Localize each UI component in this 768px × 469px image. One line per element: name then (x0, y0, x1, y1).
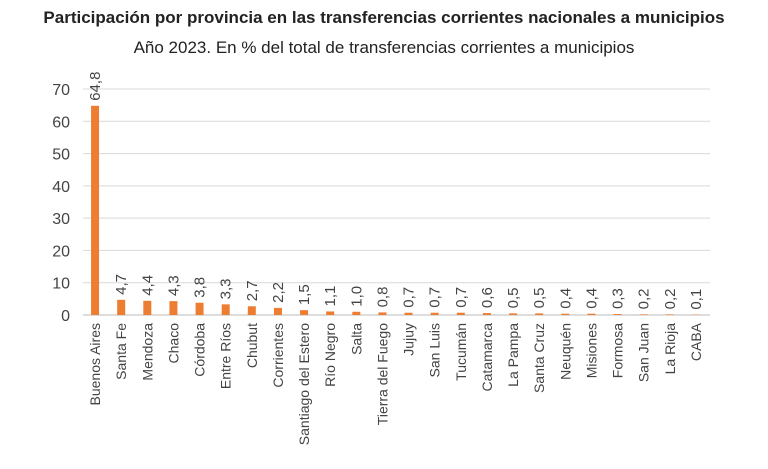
bar (404, 312, 413, 315)
bar (221, 304, 230, 315)
data-label: 1,0 (348, 286, 365, 307)
bar (482, 313, 491, 315)
x-tick-label: Santa Cruz (531, 323, 547, 393)
data-label: 0,6 (479, 287, 496, 308)
bar (430, 312, 439, 315)
bar (143, 300, 152, 315)
x-tick-label: Corrientes (270, 323, 286, 388)
bar (195, 302, 204, 315)
data-label: 0,4 (557, 288, 574, 309)
x-tick-label: Córdoba (192, 323, 208, 377)
x-tick-label: Santiago del Estero (296, 323, 312, 445)
y-tick-label: 60 (52, 114, 70, 131)
x-tick-label: Buenos Aires (87, 323, 103, 406)
x-tick-label: La Rioja (662, 323, 678, 375)
data-label: 4,4 (139, 275, 156, 296)
x-tick-label: Salta (348, 323, 364, 355)
data-label: 1,5 (296, 284, 313, 305)
x-tick-label: Catamarca (479, 323, 495, 392)
data-label: 2,2 (270, 282, 287, 303)
bar (535, 313, 544, 315)
x-tick-label: Tierra del Fuego (374, 323, 390, 425)
x-tick-label: Entre Ríos (218, 323, 234, 389)
data-label: 0,2 (636, 288, 653, 309)
data-label: 0,4 (583, 288, 600, 309)
x-tick-label: Formosa (610, 323, 626, 378)
data-label: 0,5 (505, 288, 522, 309)
bar (509, 313, 518, 315)
bar (378, 312, 387, 315)
bar (352, 311, 361, 315)
data-label: 0,1 (688, 289, 705, 310)
x-tick-label: San Juan (636, 323, 652, 382)
bar (273, 307, 282, 315)
x-tick-label: Santa Fe (113, 323, 129, 380)
x-tick-label: Río Negro (322, 323, 338, 387)
data-label: 0,5 (531, 288, 548, 309)
bar (300, 310, 309, 315)
y-tick-label: 0 (61, 308, 70, 325)
x-tick-label: La Pampa (505, 323, 521, 387)
x-tick-label: Jujuy (401, 323, 417, 356)
x-tick-label: CABA (688, 322, 704, 361)
data-label: 0,8 (374, 287, 391, 308)
data-label: 3,3 (218, 278, 235, 299)
bar (326, 311, 335, 315)
y-tick-label: 40 (52, 179, 70, 196)
bar (91, 105, 100, 315)
data-label: 0,2 (662, 288, 679, 309)
x-tick-label: Chubut (244, 323, 260, 368)
x-tick-label: Neuquén (557, 323, 573, 380)
chart-title: Participación por provincia en las trans… (43, 8, 725, 27)
data-label: 0,7 (427, 287, 444, 308)
x-tick-label: San Luis (427, 323, 443, 377)
x-tick-label: Misiones (583, 323, 599, 378)
x-tick-label: Chaco (165, 323, 181, 364)
y-tick-label: 50 (52, 147, 70, 164)
data-label: 0,7 (453, 287, 470, 308)
bar (613, 314, 622, 315)
chart-subtitle: Año 2023. En % del total de transferenci… (133, 38, 635, 57)
data-label: 4,3 (165, 275, 182, 296)
data-label: 4,7 (113, 274, 130, 295)
x-tick-label: Mendoza (139, 323, 155, 381)
bar (639, 314, 648, 315)
bar (665, 314, 674, 315)
data-label: 0,3 (610, 288, 627, 309)
y-tick-label: 20 (52, 243, 70, 260)
data-label: 2,7 (244, 280, 261, 301)
data-label: 3,8 (192, 277, 209, 298)
data-label: 0,7 (401, 287, 418, 308)
bar (169, 301, 178, 315)
y-tick-label: 10 (52, 276, 70, 293)
bar (587, 313, 596, 315)
data-label: 64,8 (87, 72, 104, 101)
y-tick-label: 70 (52, 82, 70, 99)
x-tick-label: Tucumán (453, 323, 469, 381)
bar (247, 306, 256, 315)
data-label: 1,1 (322, 286, 339, 307)
y-tick-label: 30 (52, 211, 70, 228)
bar (456, 312, 465, 315)
bar (561, 313, 570, 315)
bar (117, 299, 126, 315)
